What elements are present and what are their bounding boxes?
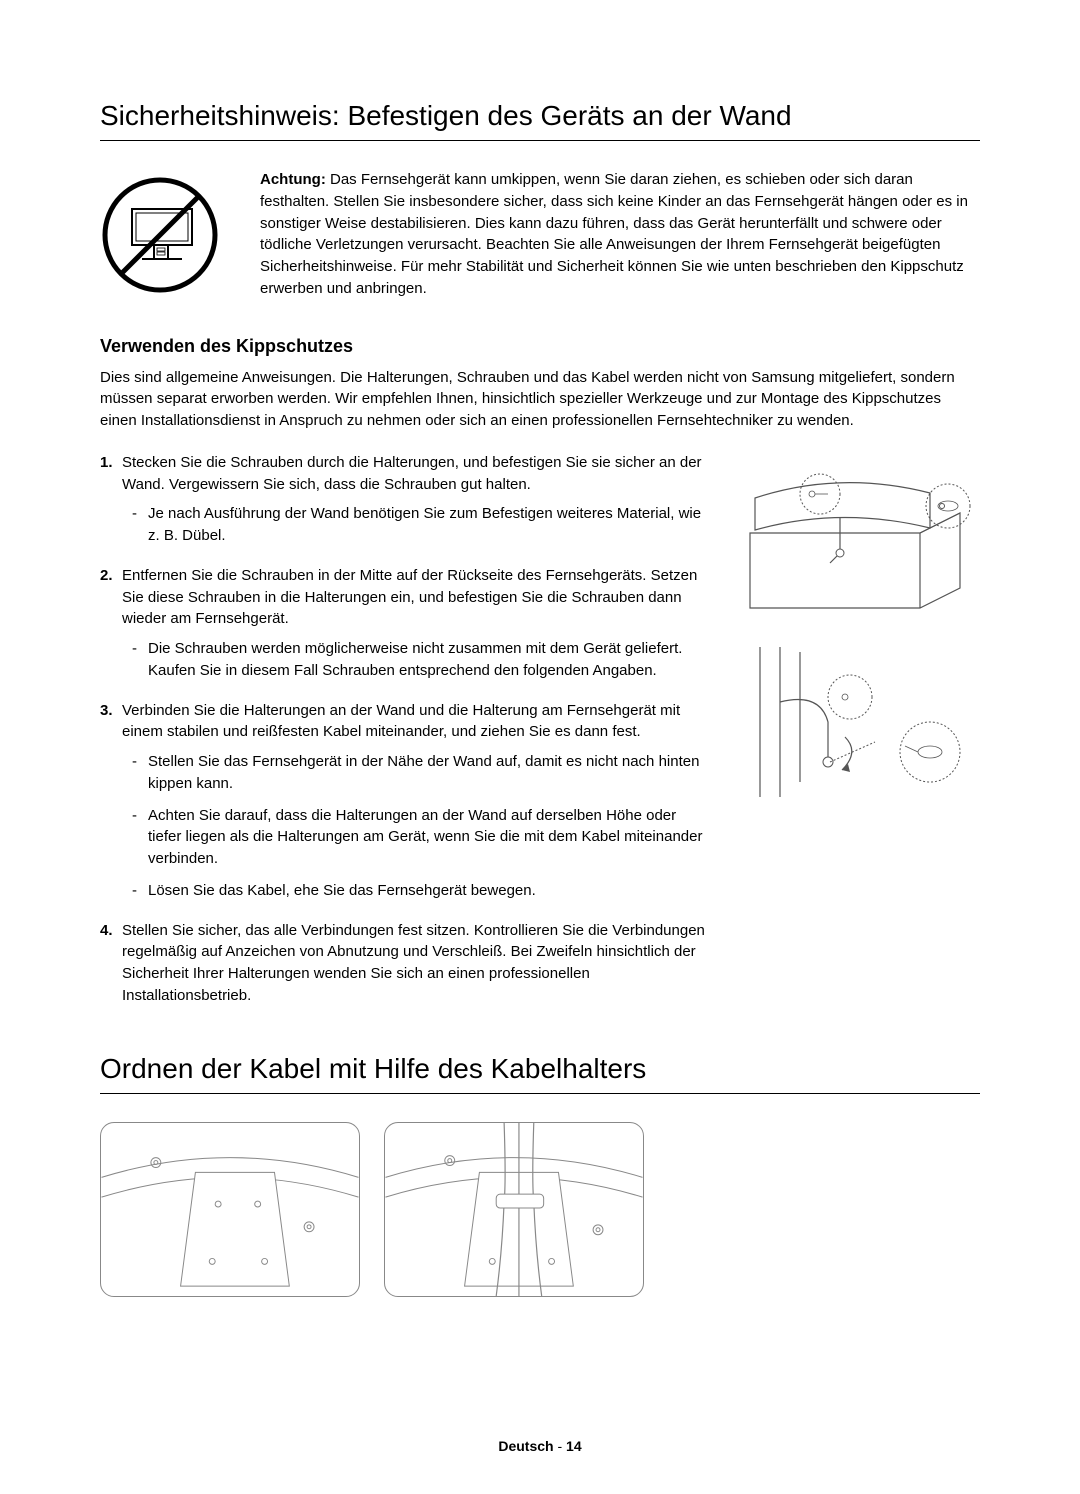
step-number: 1.: [100, 452, 113, 474]
step-number: 2.: [100, 565, 113, 587]
section-title-cable: Ordnen der Kabel mit Hilfe des Kabelhalt…: [100, 1053, 980, 1094]
step-number: 3.: [100, 700, 113, 722]
step-sub-item: Lösen Sie das Kabel, ehe Sie das Fernseh…: [122, 880, 706, 902]
cable-images-row: [100, 1122, 980, 1297]
diagram-column: [730, 458, 980, 802]
cable-diagram-right: [384, 1122, 644, 1297]
mount-diagram-bottom: [730, 642, 980, 802]
step-sublist: Die Schrauben werden möglicherweise nich…: [122, 638, 706, 682]
cable-section: Ordnen der Kabel mit Hilfe des Kabelhalt…: [100, 1053, 980, 1297]
step-text: Entfernen Sie die Schrauben in der Mitte…: [122, 567, 697, 628]
step-sub-item: Je nach Ausführung der Wand benötigen Si…: [122, 503, 706, 547]
step-text: Verbinden Sie die Halterungen an der Wan…: [122, 702, 680, 741]
mount-diagram-top: [730, 458, 980, 618]
step-item: 2. Entfernen Sie die Schrauben in der Mi…: [100, 565, 706, 682]
warning-label: Achtung:: [260, 171, 326, 188]
section-title-safety: Sicherheitshinweis: Befestigen des Gerät…: [100, 100, 980, 141]
step-text: Stellen Sie sicher, das alle Verbindunge…: [122, 922, 705, 1004]
footer-lang: Deutsch: [498, 1438, 553, 1454]
step-item: 3. Verbinden Sie die Halterungen an der …: [100, 700, 706, 902]
no-tip-icon: [100, 175, 220, 295]
warning-block: Achtung: Das Fernsehgerät kann umkippen,…: [100, 169, 980, 300]
warning-paragraph: Achtung: Das Fernsehgerät kann umkippen,…: [260, 169, 980, 300]
cable-diagram-left: [100, 1122, 360, 1297]
step-item: 4. Stellen Sie sicher, das alle Verbindu…: [100, 920, 706, 1007]
steps-list: 1. Stecken Sie die Schrauben durch die H…: [100, 452, 706, 1007]
subheading-kippschutz: Verwenden des Kippschutzes: [100, 336, 980, 357]
step-sub-item: Die Schrauben werden möglicherweise nich…: [122, 638, 706, 682]
step-number: 4.: [100, 920, 113, 942]
footer-sep: -: [554, 1438, 566, 1454]
step-sublist: Stellen Sie das Fernsehgerät in der Nähe…: [122, 751, 706, 902]
step-sub-item: Stellen Sie das Fernsehgerät in der Nähe…: [122, 751, 706, 795]
footer-page: 14: [566, 1438, 582, 1454]
intro-paragraph: Dies sind allgemeine Anweisungen. Die Ha…: [100, 367, 980, 432]
steps-column: 1. Stecken Sie die Schrauben durch die H…: [100, 452, 706, 1025]
page-footer: Deutsch - 14: [0, 1438, 1080, 1454]
steps-wrapper: 1. Stecken Sie die Schrauben durch die H…: [100, 452, 980, 1025]
step-item: 1. Stecken Sie die Schrauben durch die H…: [100, 452, 706, 547]
warning-body: Das Fernsehgerät kann umkippen, wenn Sie…: [260, 171, 968, 297]
step-sub-item: Achten Sie darauf, dass die Halterungen …: [122, 805, 706, 870]
step-sublist: Je nach Ausführung der Wand benötigen Si…: [122, 503, 706, 547]
step-text: Stecken Sie die Schrauben durch die Halt…: [122, 454, 702, 493]
